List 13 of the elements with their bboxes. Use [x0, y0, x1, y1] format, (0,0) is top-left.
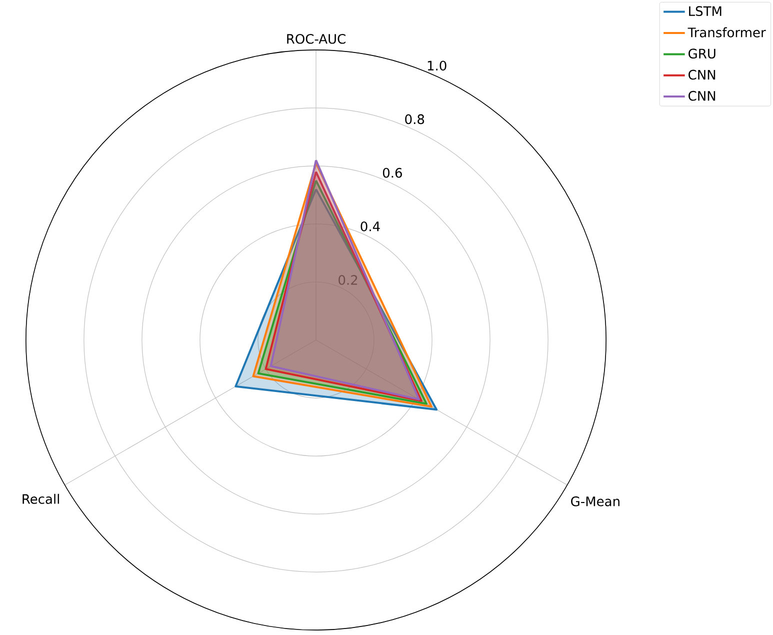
y-tick-label: 1.0	[428, 60, 446, 71]
legend-label: GRU	[688, 48, 716, 58]
legend-label: Transformer	[688, 27, 766, 38]
spoke-label: G-Mean	[571, 496, 620, 506]
y-tick-label: 0.2	[338, 275, 358, 285]
y-tick-label: 0.8	[405, 114, 424, 124]
spoke-label: Recall	[22, 494, 59, 504]
y-tick-label: 0.4	[360, 221, 380, 232]
y-tick-label: 0.6	[382, 168, 402, 178]
legend-label: CNN	[688, 70, 716, 80]
legend-label: CNN	[688, 90, 716, 101]
spoke-label: ROC-AUC	[287, 34, 346, 44]
legend-label: LSTM	[689, 6, 722, 16]
